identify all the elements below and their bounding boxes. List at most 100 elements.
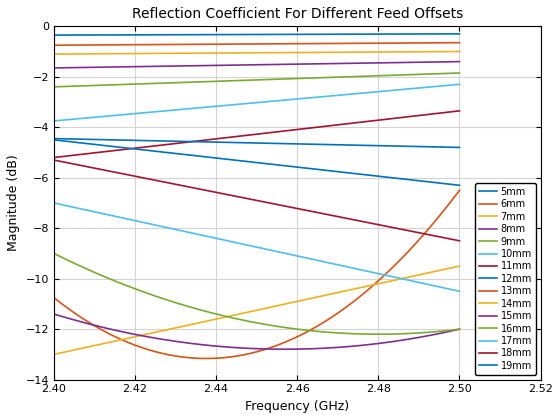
8mm [52, 66, 59, 71]
7mm [393, 50, 399, 55]
16mm [292, 326, 298, 331]
9mm [418, 72, 425, 77]
15mm [52, 312, 59, 317]
10mm [393, 87, 399, 92]
18mm [291, 205, 297, 210]
9mm [52, 84, 59, 89]
Line: 19mm: 19mm [54, 139, 460, 147]
14mm [52, 352, 59, 357]
11mm [292, 127, 298, 132]
10mm [50, 118, 57, 123]
8mm [456, 59, 463, 64]
15mm [419, 334, 426, 339]
5mm [418, 32, 425, 37]
10mm [52, 118, 59, 123]
Line: 17mm: 17mm [54, 203, 460, 291]
Line: 15mm: 15mm [54, 314, 460, 349]
Line: 18mm: 18mm [54, 160, 460, 241]
11mm [393, 116, 399, 121]
12mm [299, 165, 306, 170]
15mm [292, 346, 298, 352]
9mm [299, 76, 306, 81]
11mm [418, 113, 425, 118]
6mm [50, 43, 57, 48]
17mm [393, 275, 399, 280]
13mm [293, 334, 300, 339]
19mm [292, 142, 298, 147]
7mm [291, 50, 297, 55]
6mm [292, 41, 298, 46]
16mm [375, 332, 381, 337]
9mm [291, 76, 297, 81]
12mm [456, 183, 463, 188]
16mm [419, 330, 426, 335]
6mm [291, 41, 297, 46]
15mm [394, 339, 400, 344]
8mm [418, 60, 425, 65]
17mm [291, 253, 297, 258]
18mm [456, 238, 463, 243]
5mm [299, 32, 306, 37]
12mm [291, 164, 297, 169]
Line: 10mm: 10mm [54, 84, 460, 121]
14mm [291, 299, 297, 304]
19mm [299, 142, 306, 147]
16mm [291, 326, 297, 331]
Line: 14mm: 14mm [54, 266, 460, 354]
13mm [50, 295, 57, 300]
11mm [456, 108, 463, 113]
Line: 5mm: 5mm [54, 34, 460, 35]
11mm [50, 155, 57, 160]
19mm [291, 141, 297, 146]
11mm [52, 155, 59, 160]
5mm [393, 32, 399, 37]
15mm [50, 312, 57, 317]
13mm [300, 331, 307, 336]
7mm [292, 50, 298, 55]
12mm [393, 176, 399, 181]
15mm [281, 347, 288, 352]
10mm [299, 96, 306, 101]
Line: 6mm: 6mm [54, 43, 460, 45]
18mm [418, 231, 425, 236]
7mm [52, 52, 59, 57]
12mm [292, 164, 298, 169]
8mm [292, 62, 298, 67]
14mm [393, 278, 399, 283]
18mm [292, 206, 298, 211]
8mm [299, 62, 306, 67]
16mm [50, 251, 57, 256]
Line: 13mm: 13mm [54, 190, 460, 359]
9mm [456, 71, 463, 76]
17mm [292, 253, 298, 258]
15mm [293, 346, 300, 352]
6mm [299, 41, 306, 46]
X-axis label: Frequency (GHz): Frequency (GHz) [245, 400, 349, 413]
7mm [456, 49, 463, 54]
6mm [52, 43, 59, 48]
10mm [292, 97, 298, 102]
14mm [292, 299, 298, 304]
17mm [52, 201, 59, 206]
9mm [292, 76, 298, 81]
14mm [50, 352, 57, 357]
14mm [456, 263, 463, 268]
Line: 8mm: 8mm [54, 62, 460, 68]
16mm [299, 327, 306, 332]
13mm [292, 335, 298, 340]
11mm [299, 126, 306, 131]
5mm [52, 33, 59, 38]
Line: 11mm: 11mm [54, 111, 460, 158]
19mm [418, 144, 425, 149]
Line: 7mm: 7mm [54, 52, 460, 54]
17mm [456, 289, 463, 294]
8mm [50, 66, 57, 71]
12mm [50, 137, 57, 142]
17mm [418, 281, 425, 286]
18mm [299, 207, 306, 212]
Line: 16mm: 16mm [54, 253, 460, 334]
16mm [52, 252, 59, 257]
Y-axis label: Magnitude (dB): Magnitude (dB) [7, 155, 20, 251]
16mm [456, 327, 463, 332]
12mm [418, 178, 425, 184]
